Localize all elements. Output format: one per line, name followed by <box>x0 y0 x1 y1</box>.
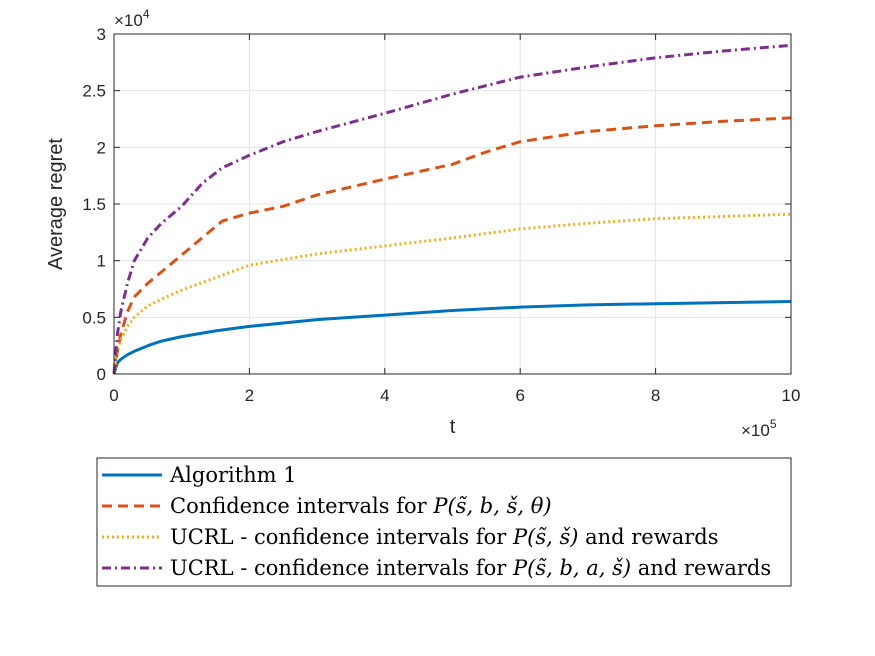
x-axis-label: t <box>450 416 456 438</box>
series-line-2 <box>112 116 792 375</box>
x-tick-label: 2 <box>245 386 254 405</box>
x-tick-label: 6 <box>515 386 524 405</box>
legend-text-suffix: and rewards <box>631 556 771 580</box>
y-tick-label: 3 <box>97 25 106 44</box>
series-layer <box>112 43 792 375</box>
y-axis-label: Average regret <box>45 138 67 270</box>
legend-math: P(s̃, š) <box>512 525 578 549</box>
legend-label-4: UCRL - confidence intervals for P(s̃, b,… <box>170 556 771 580</box>
y-tick-label: 2.5 <box>82 82 106 101</box>
y-exponent-base: ×10 <box>114 11 143 30</box>
x-exponent-base: ×10 <box>741 421 770 440</box>
legend-text-suffix: and rewards <box>578 525 718 549</box>
legend-text-prefix: Confidence intervals for <box>170 494 433 518</box>
series-line-1 <box>112 300 792 375</box>
series-line-3 <box>112 212 792 375</box>
y-tick-label: 0 <box>97 365 106 384</box>
ticks: 0 2 4 6 8 10 0 0.5 1 1.5 2 2.5 3 <box>82 25 800 405</box>
x-tick-label: 0 <box>109 386 118 405</box>
legend-label-2: Confidence intervals for P(s̃, b, š, θ) <box>170 494 552 518</box>
legend-text-prefix: UCRL - confidence intervals for <box>170 556 513 580</box>
x-tick-label: 10 <box>782 386 801 405</box>
legend: Algorithm 1 Confidence intervals for P(s̃… <box>96 457 792 587</box>
x-exponent-label: ×105 <box>741 417 777 440</box>
y-exponent-label: ×104 <box>114 7 150 30</box>
legend-math: P(s̃, b, š, θ) <box>432 494 551 518</box>
legend-label-1: Algorithm 1 <box>169 463 297 487</box>
legend-label-3: UCRL - confidence intervals for P(s̃, š)… <box>170 525 718 549</box>
x-exponent-power: 5 <box>770 417 777 431</box>
x-tick-label: 8 <box>651 386 660 405</box>
y-tick-label: 1 <box>97 252 106 271</box>
series-line-4 <box>112 43 792 375</box>
legend-text-prefix: UCRL - confidence intervals for <box>170 525 513 549</box>
y-tick-label: 1.5 <box>82 195 106 214</box>
y-exponent-power: 4 <box>143 7 150 21</box>
x-tick-label: 4 <box>380 386 389 405</box>
legend-math: P(s̃, b, a, š) <box>512 556 631 580</box>
legend-box <box>96 457 792 587</box>
y-tick-label: 0.5 <box>82 308 106 327</box>
y-tick-label: 2 <box>97 138 106 157</box>
